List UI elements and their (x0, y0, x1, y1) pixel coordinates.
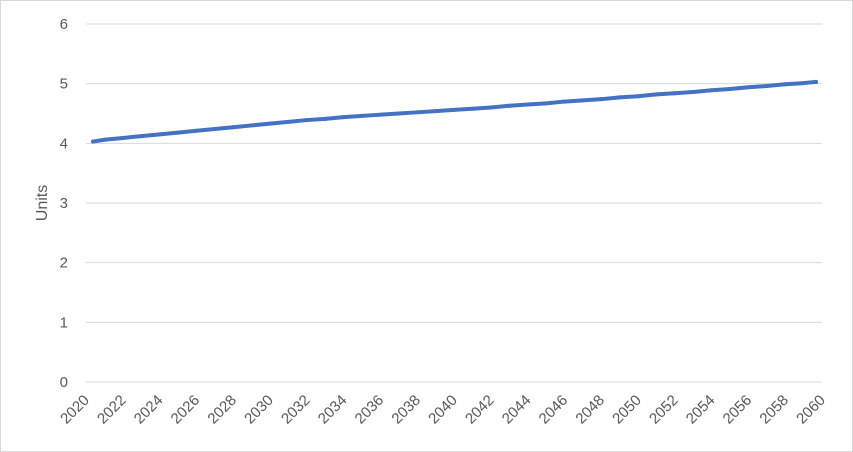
data-point (654, 92, 659, 97)
data-point (268, 121, 272, 126)
x-tick-label: 2056 (720, 392, 756, 428)
data-point (783, 82, 788, 87)
data-point (801, 81, 806, 86)
data-point (617, 95, 622, 100)
data-point (231, 125, 236, 130)
data-point (139, 134, 144, 139)
series-layer (91, 79, 818, 144)
data-point (636, 94, 640, 99)
x-tick-label: 2038 (388, 392, 424, 428)
x-tick-label: 2034 (315, 392, 351, 428)
x-tick-label: 2028 (204, 392, 240, 428)
x-tick-label: 2044 (499, 392, 535, 428)
data-point (396, 111, 401, 116)
x-tick-label: 2022 (94, 392, 130, 428)
data-point (746, 85, 751, 90)
data-point (580, 98, 585, 103)
x-tick-label: 2024 (131, 392, 167, 428)
data-point (360, 113, 364, 118)
y-tick-label: 3 (60, 195, 68, 212)
data-point (728, 87, 732, 92)
data-point (452, 107, 456, 112)
data-point (433, 109, 438, 114)
data-point (691, 90, 696, 95)
data-point (562, 99, 567, 104)
data-point (212, 127, 217, 132)
data-point (709, 88, 714, 93)
data-point (599, 97, 604, 102)
x-tick-label: 2032 (278, 392, 314, 428)
y-axis-title: Units (34, 185, 51, 221)
data-point (323, 116, 328, 121)
y-tick-label: 2 (60, 255, 68, 272)
data-point (488, 105, 493, 110)
data-point (470, 106, 475, 111)
data-point (249, 123, 254, 128)
data-point (525, 102, 530, 107)
y-tick-label: 5 (60, 76, 68, 93)
y-tick-label: 6 (60, 16, 68, 33)
data-point (672, 91, 677, 96)
x-tick-label: 2050 (609, 392, 645, 428)
data-point (814, 79, 818, 84)
data-point (157, 132, 162, 137)
x-tick-label: 2046 (536, 392, 572, 428)
x-tick-label: 2026 (168, 392, 204, 428)
data-point (304, 118, 309, 123)
data-point (286, 119, 291, 124)
y-tick-label: 0 (60, 374, 68, 391)
data-point (194, 128, 199, 133)
y-axis-tick-labels: 0 1 2 3 4 5 6 (60, 16, 68, 391)
x-tick-label: 2054 (683, 392, 719, 428)
x-tick-label: 2040 (425, 392, 461, 428)
data-point (341, 115, 346, 120)
data-point (544, 101, 548, 106)
y-tick-label: 1 (60, 314, 68, 331)
x-tick-label: 2042 (462, 392, 498, 428)
x-tick-label: 2036 (352, 392, 388, 428)
x-tick-label: 2048 (572, 392, 608, 428)
data-point (415, 110, 420, 115)
data-point (507, 103, 512, 108)
x-tick-label: 2060 (793, 392, 829, 428)
data-point (102, 137, 107, 142)
x-axis-tick-labels: 2020 2022 2024 2026 2028 2030 2032 2034 2036 2038… (57, 392, 829, 428)
x-tick-label: 2052 (646, 392, 682, 428)
data-point (764, 84, 769, 89)
x-tick-label: 2020 (57, 392, 93, 428)
x-tick-label: 2030 (241, 392, 277, 428)
data-point (378, 112, 383, 117)
x-tick-label: 2058 (756, 392, 792, 428)
data-point (91, 139, 95, 144)
gridlines (86, 23, 822, 383)
y-tick-label: 4 (60, 135, 68, 152)
data-point (120, 135, 125, 140)
data-point (176, 130, 180, 135)
